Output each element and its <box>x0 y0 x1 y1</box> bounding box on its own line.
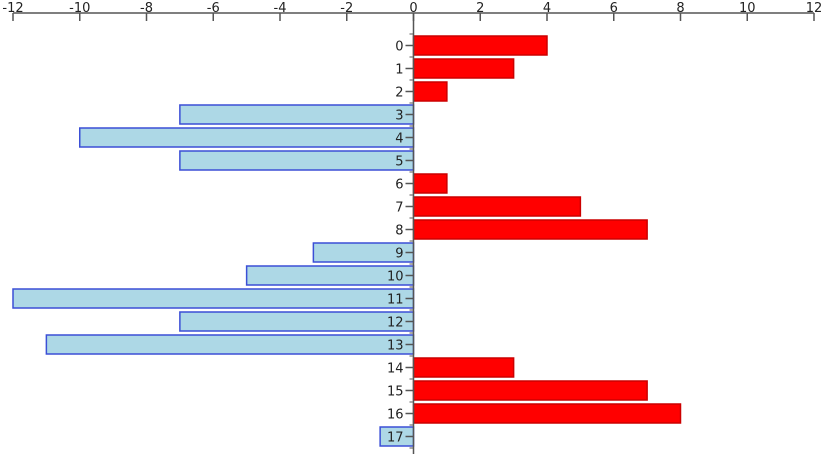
y-tick-label: 8 <box>395 224 403 239</box>
x-tick-label: 8 <box>676 1 684 16</box>
x-tick-label: 6 <box>610 1 618 16</box>
bar-7 <box>412 196 582 217</box>
bar-15 <box>412 380 648 401</box>
y-tick-label: 14 <box>387 362 404 377</box>
y-tick-label: 15 <box>387 385 404 400</box>
x-tick-label: 12 <box>806 1 823 16</box>
y-tick-label: 4 <box>395 132 403 147</box>
bars-group <box>12 35 682 447</box>
x-tick-label: -2 <box>340 1 353 16</box>
y-tick-label: 3 <box>395 109 403 124</box>
x-tick-label: -12 <box>2 1 23 16</box>
bar-2 <box>412 81 448 102</box>
x-tick-label: 10 <box>739 1 756 16</box>
bar-1 <box>412 58 515 79</box>
y-tick-label: 7 <box>395 201 403 216</box>
x-tick-label: -6 <box>207 1 220 16</box>
y-tick-label: 1 <box>395 63 403 78</box>
y-tick-label: 10 <box>387 270 404 285</box>
bar-12 <box>179 311 415 332</box>
bar-16 <box>412 403 682 424</box>
y-tick-label: 2 <box>395 86 403 101</box>
bar-14 <box>412 357 515 378</box>
y-tick-label: 6 <box>395 178 403 193</box>
y-tick-label: 11 <box>387 293 404 308</box>
bar-8 <box>412 219 648 240</box>
x-tick-label: 4 <box>543 1 551 16</box>
x-tick-label: 2 <box>476 1 484 16</box>
bar-5 <box>179 150 415 171</box>
y-tick-label: 13 <box>387 339 404 354</box>
y-tick-label: 0 <box>395 40 403 55</box>
bar-11 <box>12 288 415 309</box>
bar-13 <box>45 334 415 355</box>
y-tick-label: 16 <box>387 408 404 423</box>
x-tick-label: -4 <box>274 1 287 16</box>
bar-6 <box>412 173 448 194</box>
x-tick-label: 0 <box>409 1 417 16</box>
bar-3 <box>179 104 415 125</box>
y-tick-label: 12 <box>387 316 404 331</box>
y-tick-label: 9 <box>395 247 403 262</box>
bar-4 <box>79 127 415 148</box>
y-tick-label: 5 <box>395 155 403 170</box>
x-tick-label: -10 <box>69 1 90 16</box>
x-tick-label: -8 <box>140 1 153 16</box>
x-axis: -12 -10 -8 -6 -4 -2 0 2 4 6 8 10 12 <box>2 1 822 21</box>
bar-0 <box>412 35 548 56</box>
y-tick-label: 17 <box>387 431 404 446</box>
